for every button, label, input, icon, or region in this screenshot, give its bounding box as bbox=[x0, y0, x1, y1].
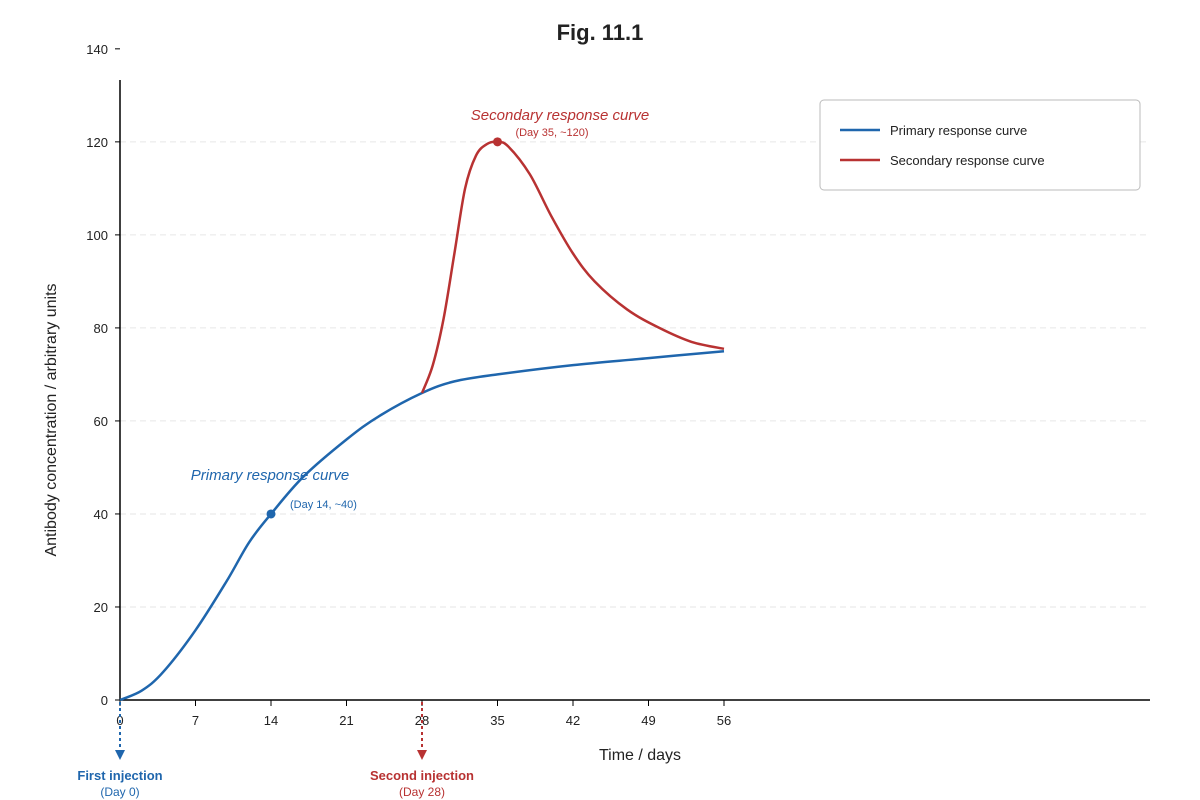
chart-title: Fig. 11.1 bbox=[557, 20, 644, 45]
second-injection-arrow-icon bbox=[417, 750, 427, 760]
x-tick-label-42: 42 bbox=[566, 713, 580, 728]
y-tick-label-20: 20 bbox=[94, 600, 108, 615]
primary-response-line bbox=[119, 349, 725, 702]
grid-lines bbox=[120, 141, 1150, 608]
injection-markers: First injection (Day 0) Second injection (D… bbox=[77, 702, 474, 799]
legend-label-secondary: Secondary response curve bbox=[890, 153, 1045, 168]
y-tick-label-100: 100 bbox=[86, 228, 108, 243]
y-tick-label-120: 120 bbox=[86, 135, 108, 150]
secondary-response-line bbox=[420, 140, 725, 394]
second-injection-label: Second injection bbox=[370, 768, 474, 783]
x-tick-label-49: 49 bbox=[641, 713, 655, 728]
series-lines bbox=[119, 140, 725, 702]
x-tick-label-7: 7 bbox=[192, 713, 199, 728]
y-tick-label-80: 80 bbox=[94, 321, 108, 336]
x-axis-label: Time / days bbox=[599, 747, 681, 764]
secondary-point-label: (Day 35, ~120) bbox=[515, 127, 588, 139]
y-axis-label: Antibody concentration / arbitrary units bbox=[43, 283, 60, 556]
y-tick-label-40: 40 bbox=[94, 507, 108, 522]
second-injection-day-label: (Day 28) bbox=[399, 785, 445, 799]
x-tick-label-56: 56 bbox=[717, 713, 731, 728]
primary-curve-label: Primary response curve bbox=[191, 467, 349, 484]
first-injection-arrow-icon bbox=[115, 750, 125, 760]
first-injection-label: First injection bbox=[77, 768, 162, 783]
secondary-curve-label: Secondary response curve bbox=[471, 107, 649, 124]
y-axis-ticks: 0 20 40 60 80 100 120 140 bbox=[86, 42, 120, 708]
legend-label-primary: Primary response curve bbox=[890, 123, 1027, 138]
x-tick-label-14: 14 bbox=[264, 713, 278, 728]
y-tick-label-0: 0 bbox=[101, 693, 108, 708]
secondary-highlight-point bbox=[493, 137, 502, 147]
y-tick-label-140: 140 bbox=[86, 42, 108, 57]
y-tick-label-60: 60 bbox=[94, 414, 108, 429]
first-injection-day-label: (Day 0) bbox=[100, 785, 139, 799]
primary-point-label: (Day 14, ~40) bbox=[290, 499, 357, 511]
highlight-points bbox=[266, 137, 502, 519]
legend-box bbox=[819, 99, 1141, 191]
legend: Primary response curve Secondary respons… bbox=[819, 99, 1141, 191]
x-tick-label-21: 21 bbox=[339, 713, 353, 728]
primary-highlight-point bbox=[266, 509, 276, 519]
x-axis-ticks: 0714212835424956 bbox=[116, 700, 731, 728]
x-tick-label-35: 35 bbox=[490, 713, 504, 728]
